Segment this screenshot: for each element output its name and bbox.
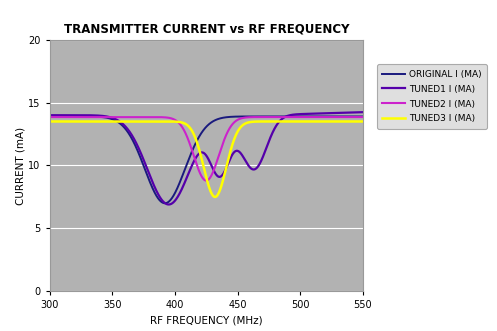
TUNED3 I (MA)	[101, 119, 107, 123]
TUNED2 I (MA)	[354, 115, 360, 119]
Legend: ORIGINAL I (MA), TUNED1 I (MA), TUNED2 I (MA), TUNED3 I (MA): ORIGINAL I (MA), TUNED1 I (MA), TUNED2 I…	[377, 64, 487, 129]
TUNED2 I (MA)	[360, 115, 366, 119]
TUNED2 I (MA)	[320, 115, 326, 119]
TUNED2 I (MA)	[47, 115, 53, 119]
TUNED3 I (MA)	[320, 119, 326, 123]
TUNED1 I (MA)	[101, 114, 107, 118]
TUNED3 I (MA)	[354, 119, 360, 123]
TUNED2 I (MA)	[203, 179, 209, 183]
ORIGINAL I (MA)	[167, 199, 173, 203]
ORIGINAL I (MA)	[83, 115, 88, 118]
Y-axis label: CURRENT (mA): CURRENT (mA)	[15, 126, 25, 205]
TUNED1 I (MA)	[167, 202, 173, 206]
ORIGINAL I (MA)	[162, 201, 168, 205]
TUNED1 I (MA)	[320, 112, 326, 116]
TUNED3 I (MA)	[47, 119, 53, 123]
Line: TUNED3 I (MA): TUNED3 I (MA)	[50, 121, 363, 197]
ORIGINAL I (MA)	[360, 115, 366, 118]
TUNED3 I (MA)	[212, 195, 218, 199]
TUNED1 I (MA)	[354, 110, 360, 114]
TUNED1 I (MA)	[360, 110, 366, 114]
X-axis label: RF FREQUENCY (MHz): RF FREQUENCY (MHz)	[150, 316, 262, 326]
TUNED3 I (MA)	[360, 119, 366, 123]
Title: TRANSMITTER CURRENT vs RF FREQUENCY: TRANSMITTER CURRENT vs RF FREQUENCY	[64, 23, 349, 36]
TUNED2 I (MA)	[83, 115, 88, 119]
ORIGINAL I (MA)	[320, 115, 326, 118]
TUNED1 I (MA)	[47, 113, 53, 117]
TUNED3 I (MA)	[83, 119, 88, 123]
TUNED1 I (MA)	[166, 203, 171, 207]
TUNED1 I (MA)	[180, 183, 186, 187]
TUNED2 I (MA)	[101, 115, 107, 119]
TUNED2 I (MA)	[167, 116, 173, 120]
ORIGINAL I (MA)	[47, 115, 53, 118]
ORIGINAL I (MA)	[354, 115, 360, 118]
ORIGINAL I (MA)	[180, 171, 186, 175]
ORIGINAL I (MA)	[333, 115, 339, 118]
TUNED3 I (MA)	[167, 119, 173, 123]
TUNED3 I (MA)	[180, 121, 186, 125]
TUNED2 I (MA)	[180, 127, 186, 131]
Line: TUNED2 I (MA): TUNED2 I (MA)	[50, 117, 363, 181]
Line: ORIGINAL I (MA): ORIGINAL I (MA)	[50, 117, 363, 203]
ORIGINAL I (MA)	[101, 115, 107, 119]
Line: TUNED1 I (MA): TUNED1 I (MA)	[50, 112, 363, 205]
TUNED1 I (MA)	[83, 113, 88, 117]
